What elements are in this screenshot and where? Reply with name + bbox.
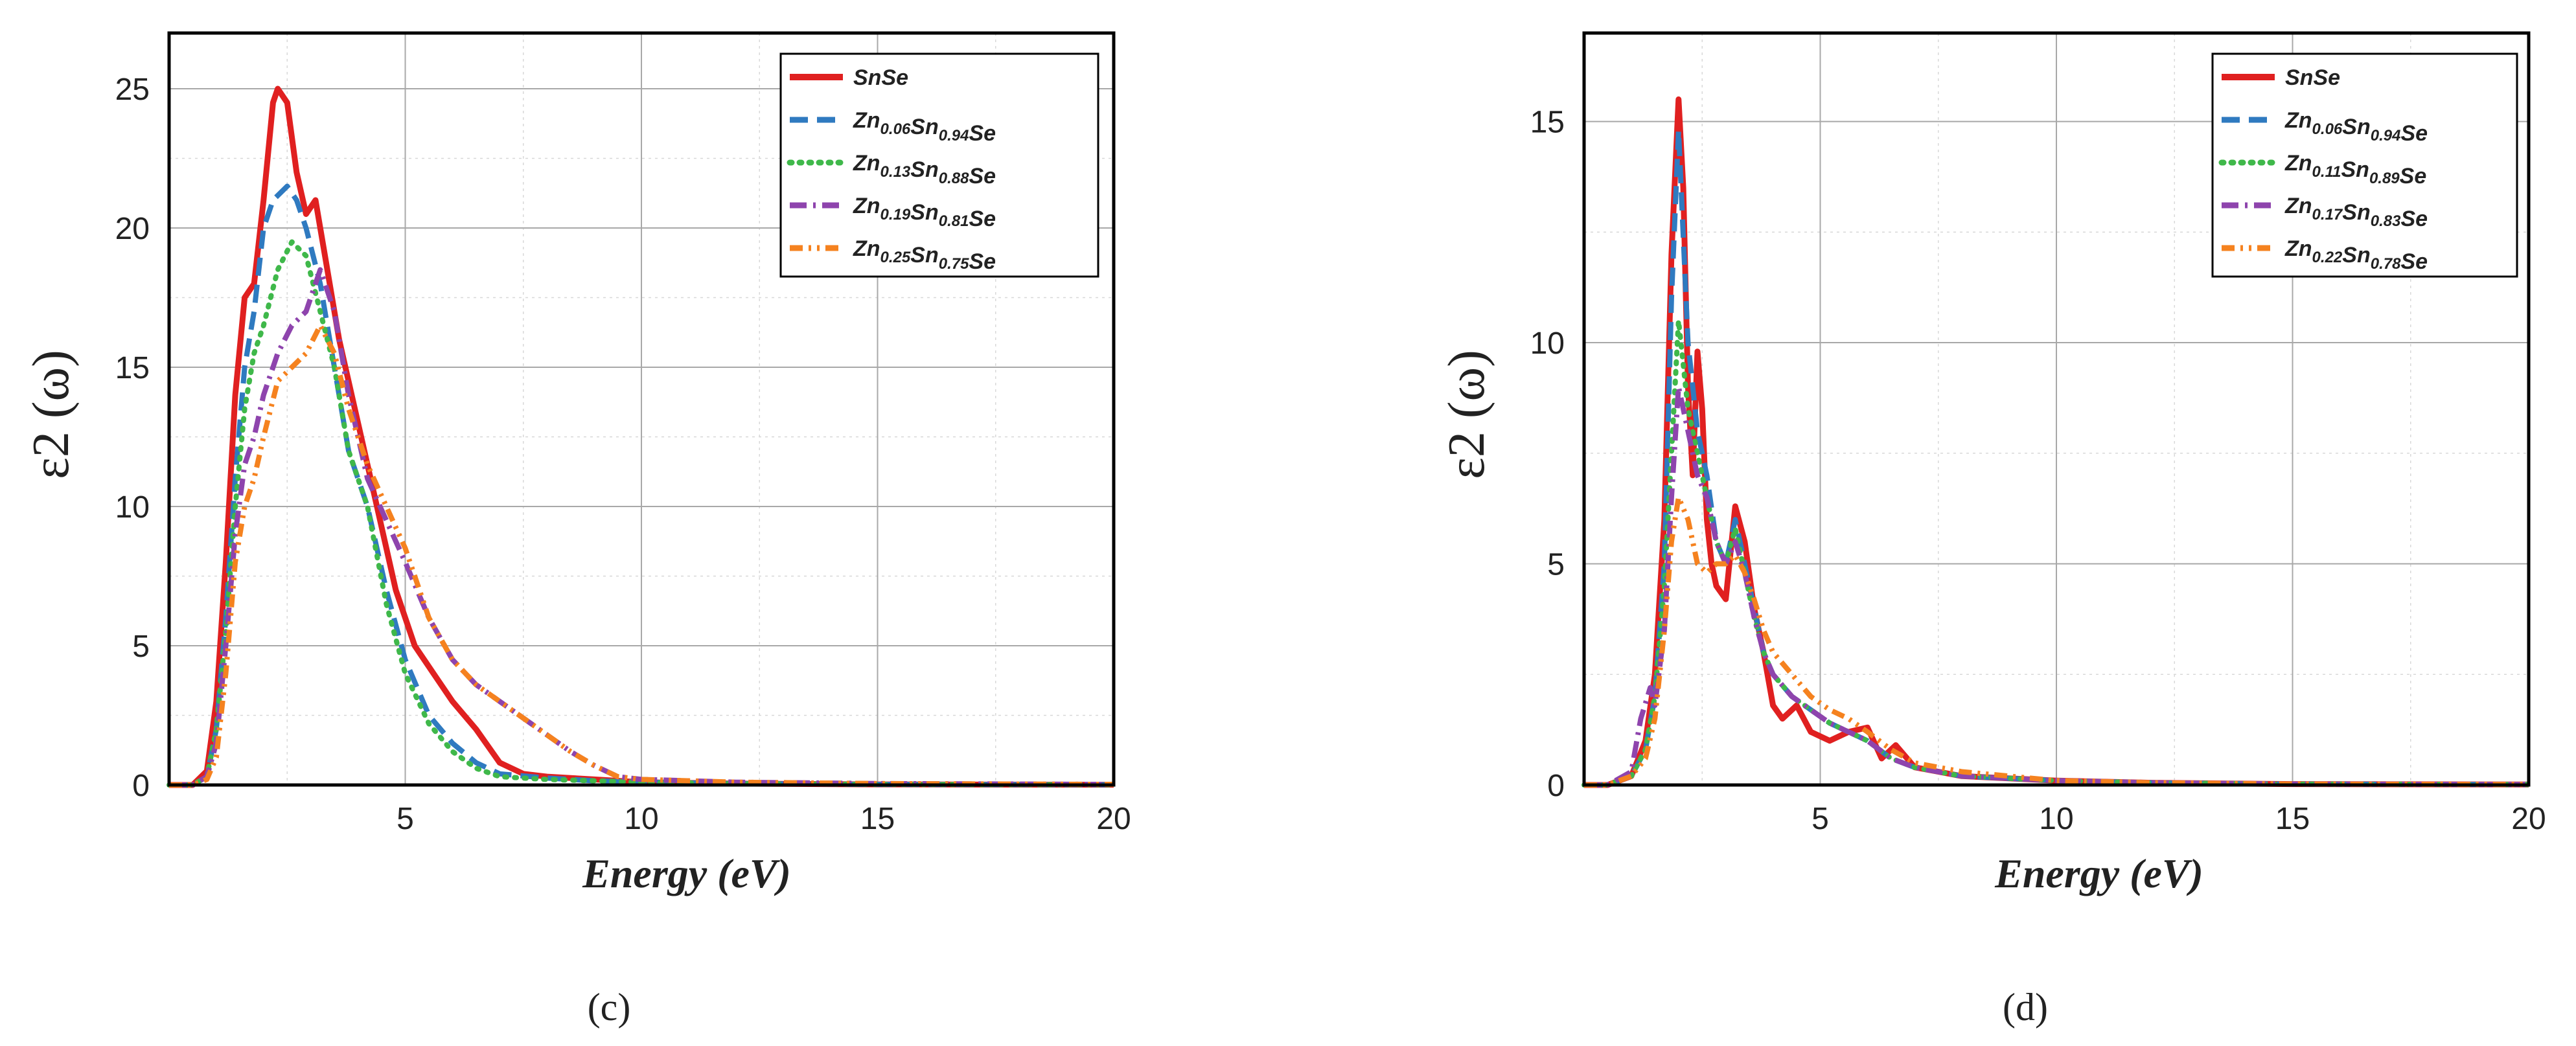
legend-label-subscript: 0.06	[880, 120, 911, 138]
legend-label-part: Zn	[853, 151, 880, 176]
x-tick-label: 5	[397, 802, 414, 836]
legend-label-part: Sn	[910, 157, 938, 182]
legend-label-part: Sn	[910, 115, 938, 139]
legend-label-part: Sn	[2342, 243, 2370, 267]
tick-labels-c: 5 10 15 20 0 5 10 15 20 25	[115, 73, 1131, 836]
legend-label-part: Se	[969, 249, 996, 274]
y-tick-label: 25	[115, 73, 150, 107]
legend-label-part: Sn	[2342, 115, 2370, 139]
panel-label-d: (d)	[2003, 986, 2048, 1029]
legend-label-part: Zn	[853, 194, 880, 218]
legend-label-subscript: 0.19	[880, 206, 911, 223]
plot-border-c	[167, 31, 1116, 787]
y-axis-title: ε2 (ω)	[23, 350, 80, 479]
x-tick-label: 10	[2039, 802, 2073, 836]
legend-label-subscript: 0.13	[880, 163, 911, 181]
legend-c: SnSeZn0.06Sn0.94SeZn0.13Sn0.88SeZn0.19Sn…	[779, 52, 1099, 278]
legend-entry-Zn0.06Sn0.94Se: Zn0.06Sn0.94Se	[2284, 108, 2428, 146]
series-line-Zn0.17Sn0.83Se	[1584, 384, 2529, 788]
grid-d	[1584, 33, 2529, 785]
legend-label-subscript: 0.78	[2371, 255, 2401, 273]
series-lines-d	[1581, 96, 2531, 788]
panel-label-c: (c)	[588, 986, 631, 1029]
legend-entry-Zn0.25Sn0.75Se: Zn0.25Sn0.75Se	[853, 236, 996, 274]
series-line-Zn0.22Sn0.78Se	[1584, 495, 2529, 788]
x-tick-label: 15	[860, 802, 895, 836]
legend-label-subscript: 0.89	[2369, 170, 2400, 187]
legend-label-part: Sn	[910, 200, 938, 225]
plot-border-d	[1582, 31, 2531, 787]
legend-label-part: Zn	[853, 108, 880, 133]
legend-label-part: Zn	[853, 236, 880, 261]
legend-entry-Zn0.22Sn0.78Se: Zn0.22Sn0.78Se	[2284, 236, 2428, 274]
legend-entry-Zn0.17Sn0.83Se: Zn0.17Sn0.83Se	[2284, 194, 2428, 231]
legend-label-part: Se	[969, 121, 996, 146]
legend-entry-SnSe: SnSe	[853, 65, 908, 90]
legend-label-subscript: 0.81	[939, 212, 969, 230]
legend-entry-SnSe: SnSe	[2285, 65, 2340, 90]
x-tick-label: 20	[2511, 802, 2546, 836]
legend-label-part: Sn	[2342, 200, 2370, 225]
y-tick-label: 15	[1530, 106, 1565, 140]
legend-label-part: Se	[2400, 207, 2428, 231]
x-tick-label: 15	[2275, 802, 2310, 836]
legend-entry-Zn0.06Sn0.94Se: Zn0.06Sn0.94Se	[853, 108, 996, 146]
legend-label-part: Se	[2400, 164, 2427, 188]
legend-label-part: SnSe	[2285, 65, 2340, 90]
legend-label-part: Sn	[910, 243, 938, 267]
y-tick-label: 0	[132, 769, 150, 803]
y-tick-label: 10	[115, 490, 150, 525]
legend-label-part: Sn	[2341, 157, 2369, 182]
legend-box	[779, 52, 1099, 278]
y-tick-label: 10	[1530, 326, 1565, 361]
x-tick-label: 20	[1096, 802, 1131, 836]
legend-entry-Zn0.19Sn0.81Se: Zn0.19Sn0.81Se	[853, 194, 996, 231]
legend-entry-Zn0.13Sn0.88Se: Zn0.13Sn0.88Se	[853, 151, 996, 188]
legend-label-part: Se	[969, 207, 996, 231]
legend-label-subscript: 0.06	[2312, 120, 2343, 138]
legend-label-subscript: 0.17	[2312, 206, 2343, 223]
legend-label-part: Zn	[2284, 108, 2312, 133]
y-tick-label: 5	[132, 630, 150, 664]
legend-label-subscript: 0.88	[939, 170, 969, 187]
y-tick-label: 15	[115, 351, 150, 385]
legend-d: SnSeZn0.06Sn0.94SeZn0.11Sn0.89SeZn0.17Sn…	[2211, 52, 2518, 278]
legend-label-subscript: 0.75	[939, 255, 969, 273]
series-line-Zn0.25Sn0.75Se	[169, 323, 1114, 788]
y-axis-title: ε2 (ω)	[1438, 350, 1495, 479]
legend-label-part: Se	[2400, 121, 2428, 146]
legend-label-subscript: 0.83	[2371, 212, 2401, 230]
x-tick-label: 5	[1811, 802, 1829, 836]
y-tick-label: 20	[115, 212, 150, 246]
legend-label-part: SnSe	[853, 65, 908, 90]
legend-label-part: Se	[969, 164, 996, 188]
x-tick-label: 10	[624, 802, 658, 836]
y-tick-label: 0	[1547, 769, 1565, 803]
legend-label-part: Se	[2400, 249, 2428, 274]
x-axis-title: Energy (eV)	[582, 850, 791, 896]
legend-label-subscript: 0.22	[2312, 249, 2343, 266]
y-tick-label: 5	[1547, 548, 1565, 582]
legend-label-part: Zn	[2284, 236, 2312, 261]
series-lines-c	[167, 85, 1116, 788]
series-line-Zn0.13Sn0.88Se	[167, 239, 1116, 788]
legend-entry-Zn0.11Sn0.89Se: Zn0.11Sn0.89Se	[2284, 151, 2426, 188]
x-axis-title: Energy (eV)	[1994, 850, 2203, 896]
legend-label-subscript: 0.25	[880, 249, 911, 266]
legend-label-subscript: 0.11	[2312, 163, 2341, 181]
legend-label-part: Zn	[2284, 194, 2312, 218]
legend-label-part: Zn	[2284, 151, 2312, 176]
legend-label-subscript: 0.94	[2371, 127, 2401, 144]
legend-label-subscript: 0.94	[939, 127, 969, 144]
tick-labels-d: 5 10 15 20 0 5 10 15	[1530, 106, 2546, 836]
